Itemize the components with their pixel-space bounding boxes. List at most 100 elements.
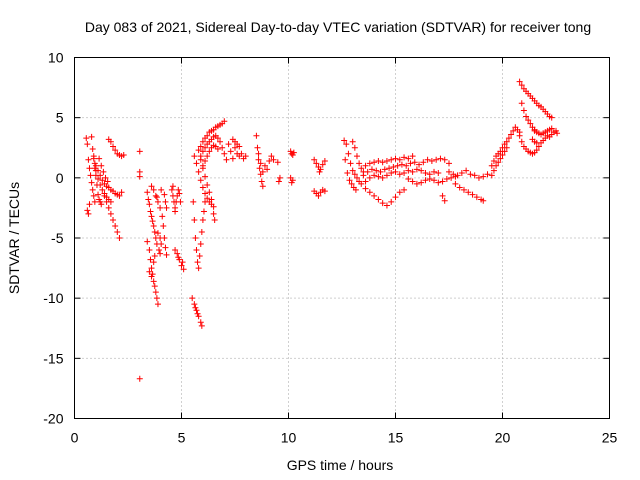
data-point xyxy=(505,135,512,142)
data-point xyxy=(347,160,354,167)
data-point xyxy=(398,161,405,168)
data-point xyxy=(199,138,206,145)
data-point xyxy=(276,174,283,181)
data-point xyxy=(394,162,401,169)
data-point xyxy=(480,173,487,180)
data-point xyxy=(157,204,164,211)
data-point xyxy=(204,153,211,160)
data-point xyxy=(148,265,155,272)
data-point xyxy=(548,125,555,132)
data-point xyxy=(152,192,159,199)
data-point xyxy=(358,165,365,172)
data-point xyxy=(362,162,369,169)
data-point xyxy=(407,160,414,167)
data-point xyxy=(192,304,199,311)
data-point xyxy=(198,322,205,329)
data-point xyxy=(163,251,170,258)
data-point xyxy=(104,178,111,185)
data-point xyxy=(214,135,221,142)
data-point xyxy=(190,198,197,205)
grid-lines xyxy=(74,57,610,419)
data-point xyxy=(484,171,491,178)
data-point xyxy=(290,149,297,156)
data-point xyxy=(149,218,156,225)
data-point xyxy=(154,301,161,308)
data-point xyxy=(175,186,182,193)
data-point xyxy=(255,150,262,157)
data-point xyxy=(158,186,165,193)
data-point xyxy=(98,162,105,169)
data-point xyxy=(435,170,442,177)
data-point xyxy=(401,154,408,161)
data-point xyxy=(232,144,238,151)
data-point xyxy=(147,208,154,215)
data-point xyxy=(147,256,154,263)
data-point xyxy=(439,178,446,185)
data-point xyxy=(153,194,160,201)
y-tick-label: -10 xyxy=(43,290,63,306)
data-point xyxy=(471,172,478,179)
data-point xyxy=(508,131,515,138)
data-point xyxy=(381,166,388,173)
data-point xyxy=(112,222,119,229)
data-point xyxy=(388,198,395,205)
data-point xyxy=(257,160,264,167)
data-point xyxy=(377,168,384,175)
data-point xyxy=(446,160,452,167)
data-point xyxy=(144,238,151,245)
data-point xyxy=(510,127,517,134)
data-point xyxy=(379,200,386,207)
data-point xyxy=(193,247,200,254)
data-point xyxy=(156,247,163,254)
data-point xyxy=(197,143,204,150)
data-point xyxy=(172,208,179,215)
data-point xyxy=(148,273,155,280)
data-point xyxy=(202,144,209,151)
data-point xyxy=(465,189,472,196)
data-point xyxy=(102,174,109,181)
data-point xyxy=(349,138,356,145)
data-point xyxy=(463,167,470,174)
data-point xyxy=(316,168,323,175)
data-point xyxy=(168,186,175,193)
data-point xyxy=(497,155,504,162)
data-point xyxy=(422,170,429,177)
data-point xyxy=(146,201,153,208)
data-point xyxy=(366,189,373,196)
data-point xyxy=(161,191,168,198)
x-tick-label: 20 xyxy=(495,430,511,446)
y-tick-label: -15 xyxy=(43,350,63,366)
data-point xyxy=(136,173,143,180)
data-point xyxy=(157,250,164,257)
data-point xyxy=(177,198,184,205)
data-point xyxy=(311,156,318,163)
data-point xyxy=(110,216,117,223)
data-point xyxy=(136,148,143,155)
data-point xyxy=(259,183,266,190)
data-point xyxy=(518,82,525,89)
x-tick-label: 15 xyxy=(388,430,404,446)
data-point xyxy=(413,180,420,187)
data-point xyxy=(439,192,446,199)
data-point xyxy=(199,162,206,169)
data-point xyxy=(490,167,497,174)
data-point xyxy=(98,201,105,208)
data-point xyxy=(99,177,106,184)
data-point xyxy=(107,210,114,217)
data-point xyxy=(431,168,438,175)
data-point xyxy=(344,170,351,177)
data-point xyxy=(217,138,224,145)
data-point xyxy=(313,160,320,167)
data-point xyxy=(242,153,249,160)
data-point xyxy=(503,138,510,145)
data-point xyxy=(198,228,205,235)
data-point xyxy=(116,192,123,199)
data-point xyxy=(409,153,416,160)
data-point xyxy=(379,159,386,166)
data-point xyxy=(85,210,92,217)
data-point xyxy=(97,172,104,179)
data-point xyxy=(403,162,410,169)
data-point xyxy=(160,222,167,229)
data-point xyxy=(441,156,448,163)
data-point xyxy=(527,120,534,127)
